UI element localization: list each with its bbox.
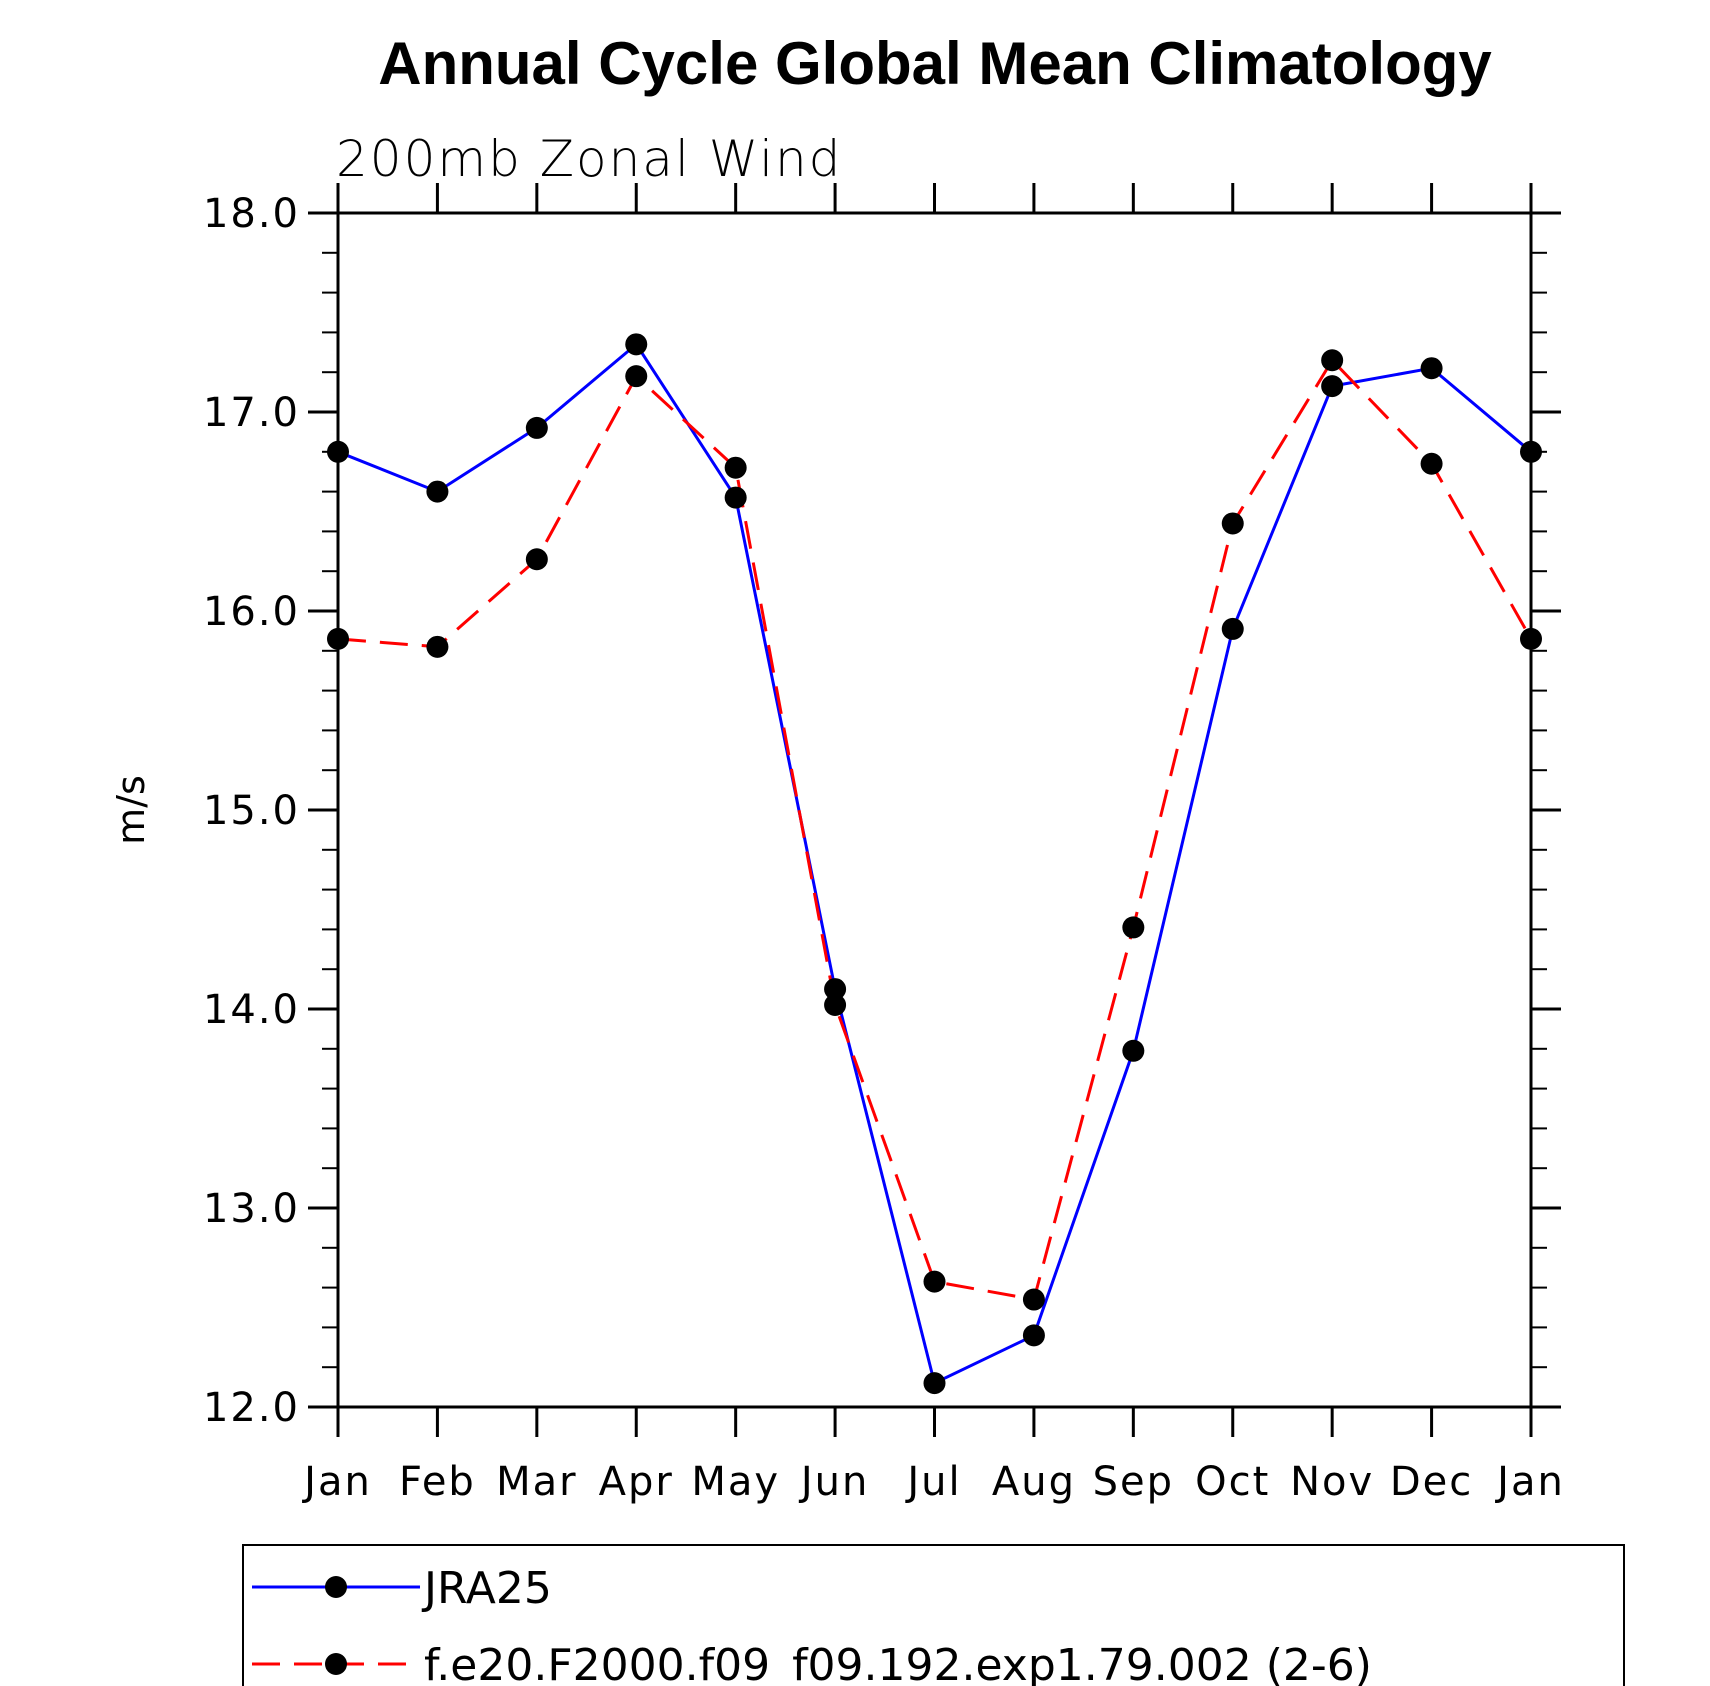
x-tick-label: May (691, 1459, 780, 1505)
x-tick-label: Aug (992, 1459, 1076, 1505)
series-2-point (1221, 512, 1244, 535)
legend-marker-1 (325, 1576, 347, 1598)
series-1-point (1122, 1039, 1145, 1062)
series-2-point (1122, 916, 1145, 939)
y-tick-label: 16.0 (203, 589, 300, 635)
y-tick-label: 12.0 (203, 1385, 300, 1431)
plot-frame (336, 211, 1533, 1409)
legend-label-2: f.e20.F2000.f09_f09.192.exp1.79.002 (2-6… (424, 1640, 1372, 1686)
x-tick-label: Jan (301, 1459, 372, 1505)
y-tick-label: 18.0 (203, 191, 300, 237)
series-1-point (426, 480, 449, 503)
series-2-point (525, 548, 548, 571)
x-tick-label: Jul (904, 1459, 961, 1505)
series-1-point (824, 978, 847, 1001)
axes: 12.0 13.0 14.0 15.0 16.0 17.0 18.0 Jan Feb Mar Apr… (203, 183, 1565, 1505)
legend-label-1: JRA25 (421, 1563, 552, 1614)
series-2-point (1520, 627, 1542, 650)
x-tick-label: Jun (798, 1459, 870, 1505)
series-1-point (1022, 1324, 1045, 1347)
y-tick-label: 13.0 (203, 1186, 300, 1232)
chart-title: Annual Cycle Global Mean Climatology (378, 30, 1492, 97)
legend-marker-2 (325, 1653, 347, 1675)
x-tick-label: Mar (496, 1459, 577, 1505)
series-2-point (327, 627, 349, 650)
y-tick-label: 15.0 (203, 788, 300, 834)
series-line-2 (337, 357, 1533, 1302)
y-axis-label: m/s (109, 775, 153, 845)
chart-subtitle: 200mb Zonal Wind (336, 130, 842, 188)
series-1-point (1321, 375, 1344, 398)
y-tick-label: 14.0 (203, 987, 300, 1033)
x-tick-label: Jan (1494, 1459, 1565, 1505)
x-tick-label: Feb (399, 1459, 476, 1505)
series-1-point (1520, 440, 1542, 463)
series-1-point (1420, 357, 1443, 380)
x-tick-label: Sep (1093, 1459, 1174, 1505)
legend: JRA25 f.e20.F2000.f09_f09.192.exp1.79.002… (242, 1544, 1625, 1686)
series-2-point (824, 994, 847, 1017)
series-1-point (625, 333, 648, 356)
y-tick-label: 17.0 (203, 390, 300, 436)
series-2-point (1022, 1288, 1045, 1311)
series-line-1 (337, 342, 1532, 1386)
series-2-point (1420, 452, 1443, 475)
series-2-point (724, 456, 747, 479)
x-tick-label: Nov (1290, 1459, 1374, 1505)
x-tick-label: Apr (599, 1459, 674, 1505)
series-2-point (625, 365, 648, 388)
legend-box (242, 1544, 1625, 1686)
series-1-point (923, 1372, 946, 1395)
series-group (327, 333, 1542, 1395)
series-1-point (1221, 617, 1244, 640)
series-2-point (1321, 349, 1344, 372)
series-1-point (724, 486, 747, 509)
series-1-point (327, 440, 349, 463)
series-1-point (525, 416, 548, 439)
series-2-point (923, 1270, 946, 1293)
x-tick-label: Dec (1390, 1459, 1473, 1505)
x-tick-label: Oct (1195, 1459, 1270, 1505)
series-2-point (426, 635, 449, 658)
